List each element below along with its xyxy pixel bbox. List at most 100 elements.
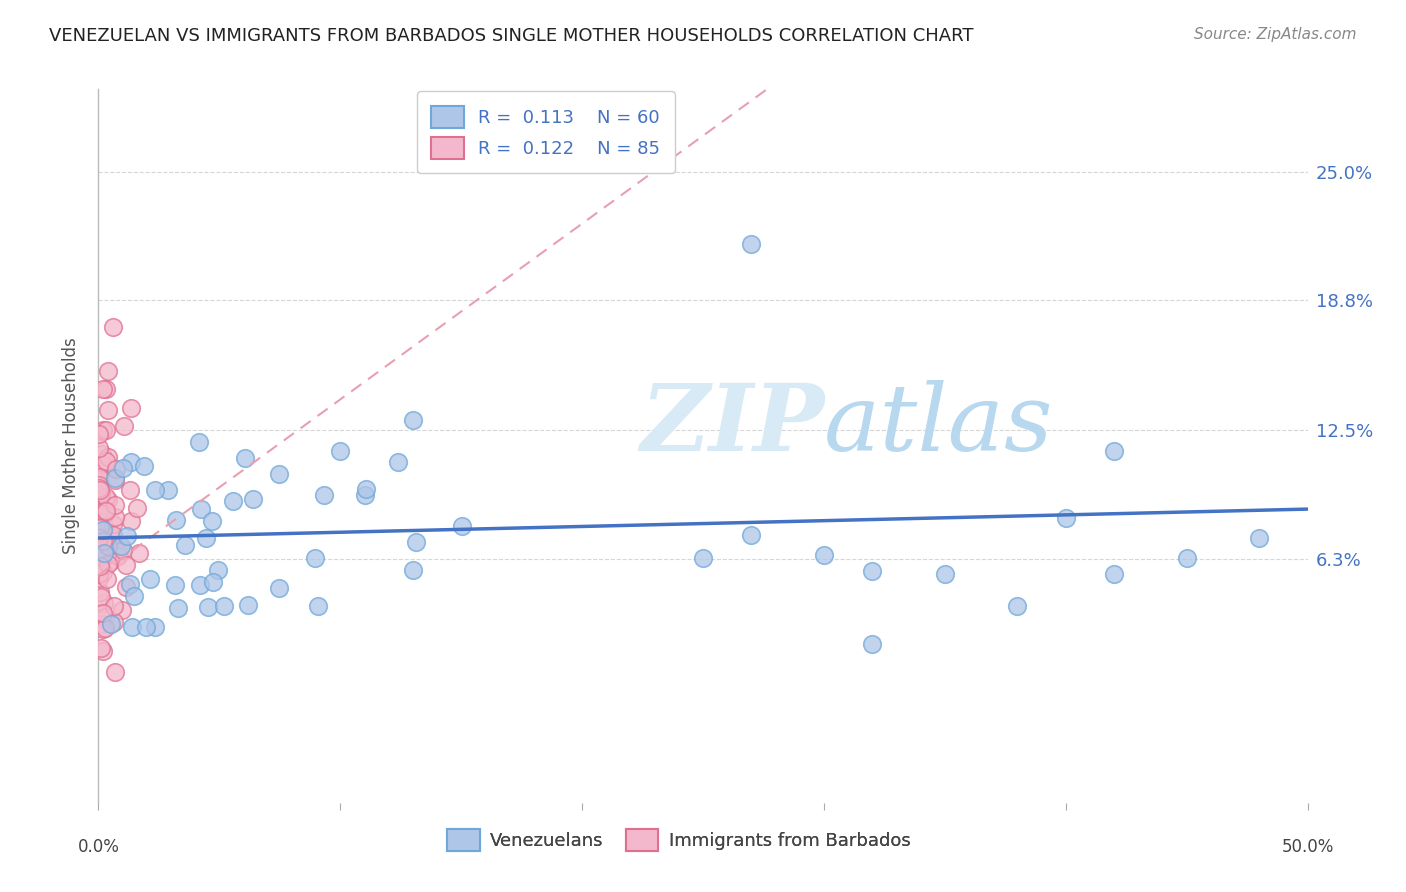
Point — [96, 572, 118, 586]
Point — [201, 574, 224, 589]
Point — [269, 581, 291, 595]
Point — [100, 616, 122, 631]
Point — [103, 538, 125, 552]
Point — [94, 424, 117, 438]
Point — [143, 620, 166, 634]
Point — [96, 540, 118, 554]
Point — [1007, 599, 1029, 614]
Point — [87, 442, 110, 456]
Point — [100, 554, 122, 568]
Point — [450, 519, 472, 533]
Point — [96, 547, 118, 561]
Point — [89, 483, 111, 497]
Point — [94, 454, 117, 468]
Point — [91, 524, 114, 538]
Point — [107, 549, 129, 563]
Point — [94, 622, 117, 636]
Point — [90, 617, 112, 632]
Point — [139, 572, 162, 586]
Point — [207, 563, 229, 577]
Point — [1102, 444, 1125, 458]
Point — [122, 590, 145, 604]
Point — [103, 599, 125, 613]
Point — [91, 622, 114, 636]
Point — [813, 549, 835, 563]
Point — [112, 418, 135, 433]
Point — [89, 530, 111, 544]
Point — [117, 529, 139, 543]
Point — [242, 491, 264, 506]
Point — [1249, 532, 1271, 546]
Point — [94, 504, 117, 518]
Point — [101, 516, 124, 531]
Point — [120, 514, 142, 528]
Point — [94, 459, 117, 474]
Point — [166, 601, 188, 615]
Point — [740, 237, 762, 252]
Point — [96, 490, 118, 504]
Point — [860, 564, 883, 578]
Point — [87, 477, 110, 491]
Point — [91, 534, 114, 549]
Point — [111, 461, 134, 475]
Point — [93, 506, 115, 520]
Point — [90, 591, 112, 605]
Point — [222, 493, 245, 508]
Point — [101, 528, 124, 542]
Point — [115, 581, 138, 595]
Point — [128, 546, 150, 560]
Point — [860, 636, 883, 650]
Point — [112, 543, 135, 558]
Point — [97, 402, 120, 417]
Point — [134, 459, 156, 474]
Point — [87, 562, 110, 576]
Point — [97, 364, 120, 378]
Text: Source: ZipAtlas.com: Source: ZipAtlas.com — [1194, 27, 1357, 42]
Point — [195, 532, 218, 546]
Text: VENEZUELAN VS IMMIGRANTS FROM BARBADOS SINGLE MOTHER HOUSEHOLDS CORRELATION CHAR: VENEZUELAN VS IMMIGRANTS FROM BARBADOS S… — [49, 27, 974, 45]
Point — [97, 557, 120, 571]
Point — [356, 482, 378, 496]
Point — [104, 510, 127, 524]
Point — [1054, 511, 1077, 525]
Point — [89, 549, 111, 563]
Point — [120, 401, 142, 415]
Point — [402, 413, 425, 427]
Point — [111, 603, 134, 617]
Point — [101, 320, 124, 334]
Point — [108, 546, 131, 560]
Point — [93, 546, 115, 560]
Point — [93, 597, 115, 611]
Point — [201, 514, 224, 528]
Point — [87, 571, 110, 585]
Point — [233, 450, 256, 465]
Point — [118, 483, 141, 498]
Point — [104, 665, 127, 680]
Point — [90, 551, 112, 566]
Point — [90, 447, 112, 461]
Point — [187, 435, 209, 450]
Y-axis label: Single Mother Households: Single Mother Households — [62, 338, 80, 554]
Point — [89, 558, 111, 573]
Point — [89, 472, 111, 486]
Legend: Venezuelans, Immigrants from Barbados: Venezuelans, Immigrants from Barbados — [440, 822, 918, 858]
Point — [103, 615, 125, 629]
Point — [103, 473, 125, 487]
Point — [307, 599, 329, 613]
Point — [238, 598, 260, 612]
Point — [163, 578, 186, 592]
Point — [312, 488, 335, 502]
Point — [135, 620, 157, 634]
Point — [156, 483, 179, 498]
Point — [91, 382, 114, 396]
Point — [91, 530, 114, 544]
Point — [97, 539, 120, 553]
Point — [89, 486, 111, 500]
Point — [90, 500, 112, 514]
Point — [91, 643, 114, 657]
Point — [98, 537, 121, 551]
Point — [91, 606, 114, 620]
Point — [104, 471, 127, 485]
Point — [269, 467, 291, 481]
Point — [94, 503, 117, 517]
